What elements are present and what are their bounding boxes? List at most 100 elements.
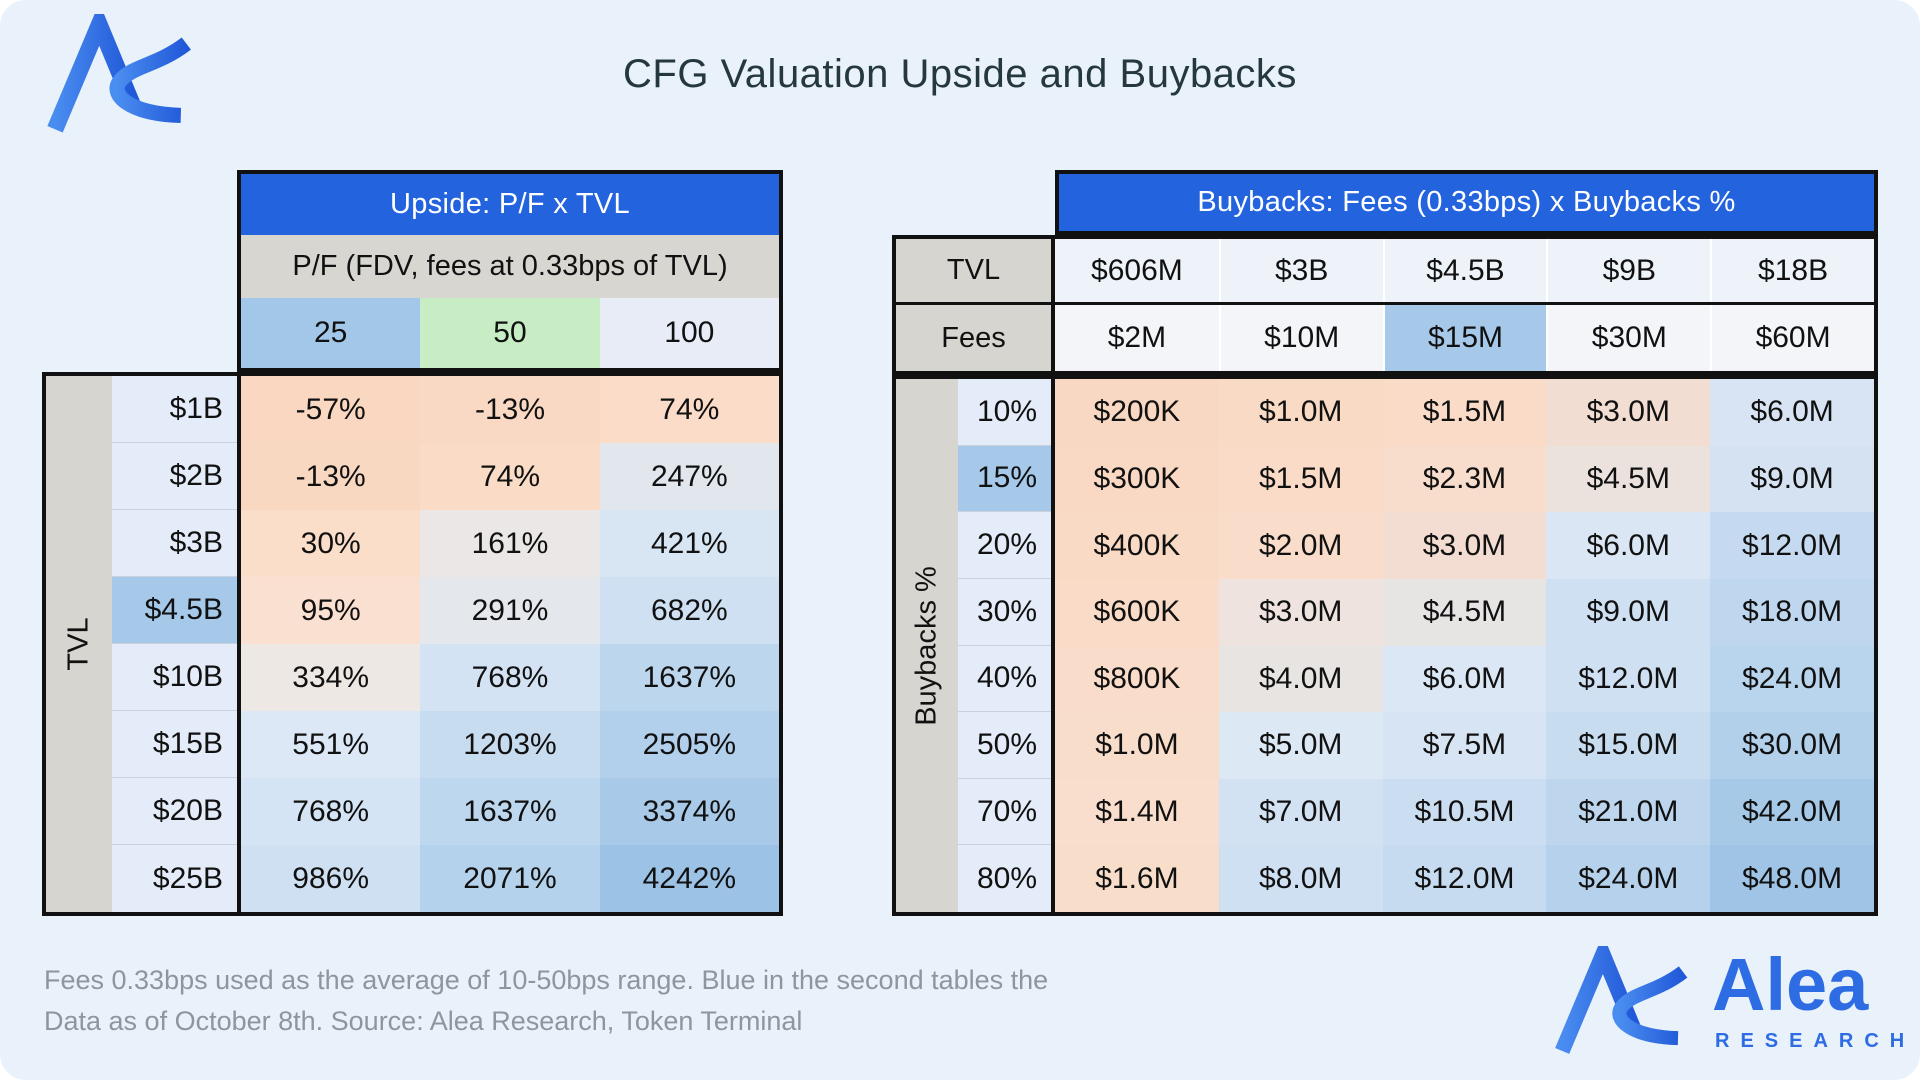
buybacks-header-value: $10M: [1218, 305, 1383, 371]
buybacks-table-cell: $12.0M: [1382, 845, 1547, 912]
upside-table-cell: 768%: [241, 778, 421, 845]
upside-row-label: $1B: [112, 376, 237, 443]
buybacks-header-value: $4.5B: [1382, 239, 1547, 302]
upside-row-label: $10B: [112, 644, 237, 711]
upside-row-labels: $1B $2B $3B $4.5B $10B $15B $20B $25B: [112, 376, 237, 912]
buybacks-table-cell: $1.0M: [1218, 379, 1383, 446]
buybacks-header-value: $9B: [1546, 239, 1711, 302]
upside-column-header: 50: [420, 298, 600, 368]
buybacks-header-row-labels: TVL Fees: [892, 235, 1055, 375]
buybacks-table-title: Buybacks: Fees (0.33bps) x Buybacks %: [1055, 170, 1878, 235]
buybacks-header-row: $606M $3B $4.5B $9B $18B: [1055, 239, 1874, 305]
buybacks-header-value: $18B: [1710, 239, 1874, 302]
buybacks-table-cell: $200K: [1055, 379, 1219, 446]
upside-table-title: Upside: P/F x TVL: [241, 174, 779, 235]
buybacks-row-axis: Buybacks %: [896, 379, 958, 912]
buybacks-percent-labels: 10% 15% 20% 30% 40% 50% 70% 80%: [958, 379, 1051, 912]
upside-table-cell: 1637%: [420, 778, 600, 845]
upside-table-cell: -13%: [241, 443, 421, 510]
buybacks-table-cell: $15.0M: [1546, 712, 1711, 779]
buybacks-header-row: $2M $10M $15M $30M $60M: [1055, 305, 1874, 371]
buybacks-table-cell: $9.0M: [1710, 445, 1874, 513]
buybacks-table-cell: $3.0M: [1382, 512, 1547, 579]
upside-table-cell: 768%: [420, 644, 600, 711]
buybacks-table-cell: $21.0M: [1546, 778, 1711, 846]
upside-column-header: 25: [241, 298, 421, 368]
buybacks-table-cell: $7.0M: [1218, 778, 1383, 846]
buybacks-header-value: $15M: [1382, 305, 1547, 371]
upside-table-cell: 74%: [420, 443, 600, 510]
upside-table-cell: 1203%: [420, 711, 600, 778]
alea-logo-icon: [1555, 946, 1688, 1054]
upside-table-cell: 247%: [599, 443, 779, 510]
buybacks-row-label: 80%: [976, 861, 1037, 895]
buybacks-row-label: 20%: [958, 512, 1051, 579]
upside-row-label: $15B: [112, 711, 237, 778]
brand-wordmark: Alea: [1712, 943, 1869, 1026]
upside-table-cell: 291%: [420, 577, 600, 644]
buybacks-table-cell: $6.0M: [1546, 512, 1711, 579]
buybacks-table-cell: $18.0M: [1710, 578, 1874, 646]
buybacks-table-cell: $12.0M: [1710, 512, 1874, 579]
buybacks-table-cell: $8.0M: [1218, 845, 1383, 912]
upside-table-subtitle: P/F (FDV, fees at 0.33bps of TVL): [241, 235, 779, 298]
buybacks-table-cell: $3.0M: [1546, 379, 1711, 446]
upside-table-cell: 421%: [599, 510, 779, 577]
buybacks-table-cell: $42.0M: [1710, 778, 1874, 846]
buybacks-table-cell: $2.3M: [1382, 445, 1547, 513]
upside-table-cell: 334%: [241, 644, 421, 711]
upside-table-header: Upside: P/F x TVL P/F (FDV, fees at 0.33…: [237, 170, 783, 372]
upside-table-cell: -57%: [241, 376, 421, 443]
upside-row-label: $2B: [112, 443, 237, 510]
buybacks-table-cell: $48.0M: [1710, 845, 1874, 912]
upside-column-header: 100: [599, 298, 779, 368]
buybacks-table-cell: $30.0M: [1710, 712, 1874, 779]
upside-row-label: $25B: [152, 861, 223, 895]
buybacks-table-cell: $6.0M: [1710, 379, 1874, 446]
buybacks-header-value: $2M: [1055, 305, 1219, 371]
buybacks-table-cell: $6.0M: [1382, 645, 1547, 713]
upside-row-label: $3B: [112, 510, 237, 577]
buybacks-row-label: 15%: [958, 445, 1051, 513]
upside-table-cell: 1637%: [599, 644, 779, 711]
buybacks-table-cell: $5.0M: [1218, 712, 1383, 779]
footnote: Fees 0.33bps used as the average of 10-5…: [44, 960, 1048, 1041]
buybacks-table-cell: $7.5M: [1382, 712, 1547, 779]
upside-table-cell: 74%: [599, 376, 779, 443]
buybacks-header-row-values: $606M $3B $4.5B $9B $18B $2M $10M $15M $30M $60M: [1055, 235, 1878, 375]
buybacks-table-cell: $600K: [1055, 578, 1219, 646]
upside-table-cell: 2505%: [599, 711, 779, 778]
buybacks-table-cell: $2.0M: [1218, 512, 1383, 579]
buybacks-table-cell: $3.0M: [1218, 578, 1383, 646]
buybacks-table-cell: $400K: [1055, 512, 1219, 579]
buybacks-table-cell: $4.5M: [1382, 578, 1547, 646]
buybacks-table-cell: $12.0M: [1546, 645, 1711, 713]
upside-table-cell: -13%: [420, 376, 600, 443]
buybacks-header-value: $60M: [1710, 305, 1874, 371]
upside-column-headers: 25 50 100: [241, 298, 779, 368]
buybacks-header-value: $606M: [1055, 239, 1219, 302]
upside-table-cell: 2071%: [420, 845, 600, 912]
upside-table-cell: 682%: [599, 577, 779, 644]
buybacks-table-cell: $1.0M: [1055, 712, 1219, 779]
buybacks-header-value: $30M: [1546, 305, 1711, 371]
buybacks-table-cell: $4.0M: [1218, 645, 1383, 713]
buybacks-table-cell: $24.0M: [1710, 645, 1874, 713]
buybacks-row-label: 10%: [958, 379, 1051, 446]
upside-table-cell: 161%: [420, 510, 600, 577]
buybacks-row-label: 40%: [958, 646, 1051, 713]
upside-row-label: $20B: [112, 778, 237, 845]
upside-table-cell: 986%: [241, 845, 421, 912]
buybacks-row-axis-label: Buybacks %: [910, 565, 943, 726]
upside-table-cell: 30%: [241, 510, 421, 577]
buybacks-table-cell: $1.4M: [1055, 778, 1219, 846]
alea-research-logo: Alea RESEARCH: [1552, 946, 1915, 1054]
upside-row-axis: TVL: [46, 376, 112, 912]
brand-wordmark-sub: RESEARCH: [1715, 1030, 1916, 1052]
buybacks-row-label: 30%: [958, 579, 1051, 646]
upside-table-cell: 4242%: [599, 845, 779, 912]
buybacks-table-cell: $24.0M: [1546, 845, 1711, 912]
buybacks-table-cell: $300K: [1055, 445, 1219, 513]
upside-table-cell: 95%: [241, 577, 421, 644]
buybacks-table-cell: $800K: [1055, 645, 1219, 713]
